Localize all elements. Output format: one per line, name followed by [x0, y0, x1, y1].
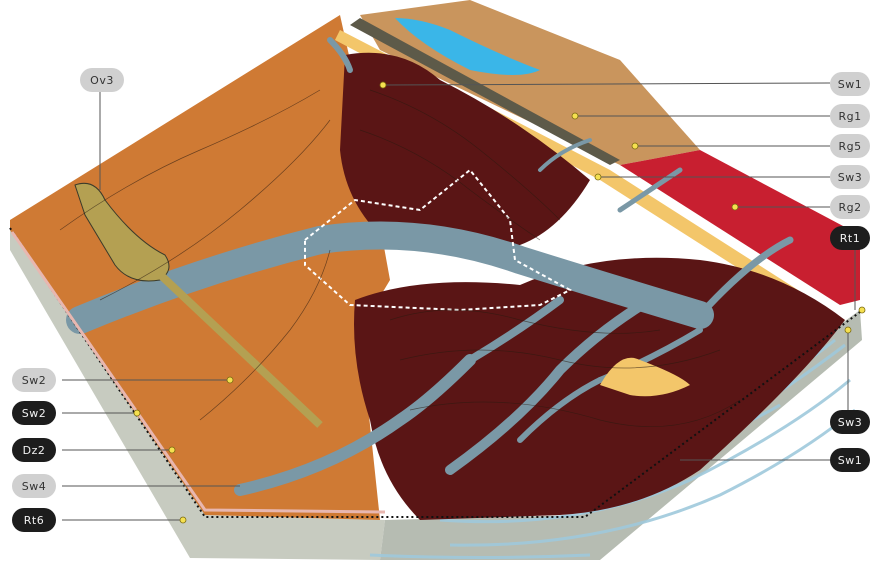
label-sw1-light: Sw1 — [830, 72, 870, 96]
label-sw2-dark: Sw2 — [12, 401, 56, 425]
sand-patch — [600, 357, 690, 397]
label-rt6: Rt6 — [12, 508, 56, 532]
pink-rim — [10, 231, 386, 514]
label-sw3-dark: Sw3 — [830, 410, 870, 434]
olive-channel — [147, 262, 323, 428]
label-rg5: Rg5 — [830, 134, 870, 158]
dashed-boundary — [304, 168, 573, 312]
leader-lines — [62, 82, 856, 521]
olive-slide — [74, 182, 170, 282]
lake — [395, 18, 540, 75]
anchor-dots — [133, 81, 866, 524]
river-network — [66, 37, 794, 496]
dark-strip — [350, 18, 620, 165]
label-ov3: Ov3 — [80, 68, 124, 92]
label-dz2: Dz2 — [12, 438, 56, 462]
dotted-edge — [9, 227, 861, 518]
block-left-side — [10, 225, 385, 560]
label-sw2-light: Sw2 — [12, 368, 56, 392]
label-rt1: Rt1 — [830, 226, 870, 250]
block-right-side — [380, 310, 862, 560]
label-rg2: Rg2 — [830, 195, 870, 219]
label-sw1-dark: Sw1 — [830, 448, 870, 472]
label-sw3-light: Sw3 — [830, 165, 870, 189]
label-rg1: Rg1 — [830, 104, 870, 128]
red-zone — [620, 150, 860, 305]
label-sw4: Sw4 — [12, 474, 56, 498]
contour-lines — [59, 89, 741, 427]
maroon-plateau-upper — [340, 52, 590, 247]
